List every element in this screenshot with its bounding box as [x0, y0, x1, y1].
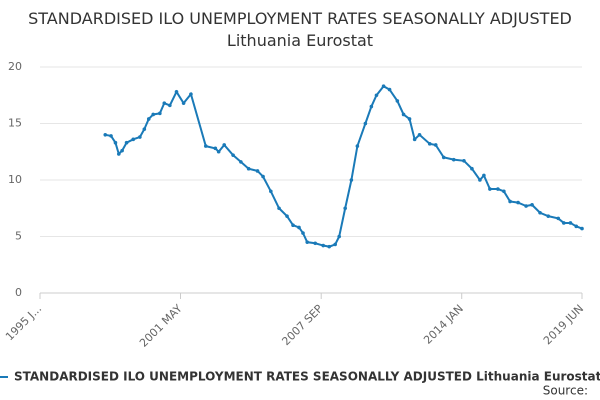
data-point: [162, 101, 167, 105]
data-point: [580, 226, 584, 231]
data-point: [508, 199, 512, 204]
x-tick-label: 2001 MAY: [137, 302, 185, 350]
data-point: [369, 104, 374, 109]
data-point: [151, 112, 155, 117]
data-point: [168, 103, 172, 108]
data-point: [213, 146, 218, 151]
data-point: [138, 135, 142, 139]
data-point: [142, 127, 147, 131]
data-point: [530, 203, 534, 207]
data-point: [158, 111, 162, 116]
data-point: [349, 178, 354, 182]
data-point: [562, 221, 566, 225]
data-point: [120, 148, 124, 153]
data-point: [427, 142, 432, 146]
data-point: [113, 140, 118, 145]
data-point: [395, 99, 400, 103]
data-point: [556, 216, 561, 221]
data-point: [516, 200, 520, 205]
data-point: [538, 210, 542, 215]
legend-label: STANDARDISED ILO UNEMPLOYMENT RATES SEAS…: [14, 370, 600, 384]
data-point: [261, 174, 265, 179]
data-point: [116, 152, 121, 156]
data-point: [189, 92, 193, 96]
data-point: [231, 153, 235, 157]
data-point: [297, 225, 301, 230]
data-point: [103, 133, 108, 137]
data-point: [313, 241, 318, 246]
data-point: [301, 231, 305, 235]
data-point: [488, 187, 492, 191]
x-tick-label: 2007 SEP: [279, 302, 325, 348]
data-point: [216, 149, 221, 154]
data-point: [124, 140, 129, 145]
data-point: [337, 234, 341, 239]
x-tick-label: 2019 JUN: [541, 302, 586, 347]
data-point: [146, 117, 151, 121]
data-point: [470, 166, 474, 171]
data-point: [482, 173, 486, 178]
data-point: [363, 121, 368, 126]
data-point: [546, 214, 551, 218]
data-point: [131, 137, 136, 142]
y-tick-label: 20: [8, 60, 22, 73]
data-point: [387, 87, 392, 92]
data-point: [407, 117, 412, 121]
y-tick-label: 15: [8, 117, 22, 130]
data-point: [291, 223, 295, 227]
data-point: [246, 166, 251, 171]
data-point: [524, 204, 528, 208]
data-point: [327, 244, 331, 249]
data-point: [433, 143, 438, 147]
data-point: [355, 144, 360, 148]
data-point: [255, 169, 260, 173]
data-point: [285, 214, 289, 218]
data-point: [574, 224, 579, 229]
data-point: [321, 243, 326, 248]
data-point: [305, 240, 310, 244]
data-point: [277, 206, 281, 211]
data-point: [441, 155, 446, 160]
data-point: [109, 134, 113, 138]
chart-title: STANDARDISED ILO UNEMPLOYMENT RATES SEAS…: [28, 9, 572, 50]
y-tick-label: 5: [15, 230, 22, 243]
y-tick-label: 0: [15, 286, 22, 299]
data-point: [239, 160, 243, 164]
source: Source:: [543, 384, 588, 398]
data-point: [478, 178, 482, 182]
data-point: [269, 189, 273, 194]
data-point: [462, 158, 466, 163]
data-point: [222, 143, 227, 147]
data-point: [333, 242, 337, 247]
data-point: [502, 189, 506, 194]
data-point: [417, 133, 422, 137]
data-point: [174, 90, 179, 94]
data-point: [568, 221, 573, 225]
data-point: [451, 157, 456, 162]
series-line: [105, 84, 583, 248]
data-point: [181, 101, 186, 105]
x-tick-label: 2014 JAN: [421, 302, 466, 347]
data-point: [203, 144, 208, 148]
data-point: [401, 112, 406, 117]
data-point: [496, 187, 500, 191]
data-point: [412, 137, 417, 142]
data-point: [381, 84, 386, 89]
data-point: [374, 93, 379, 98]
y-tick-label: 10: [8, 173, 22, 186]
data-point: [343, 206, 347, 211]
x-tick-label: 1995 J...: [3, 302, 44, 343]
